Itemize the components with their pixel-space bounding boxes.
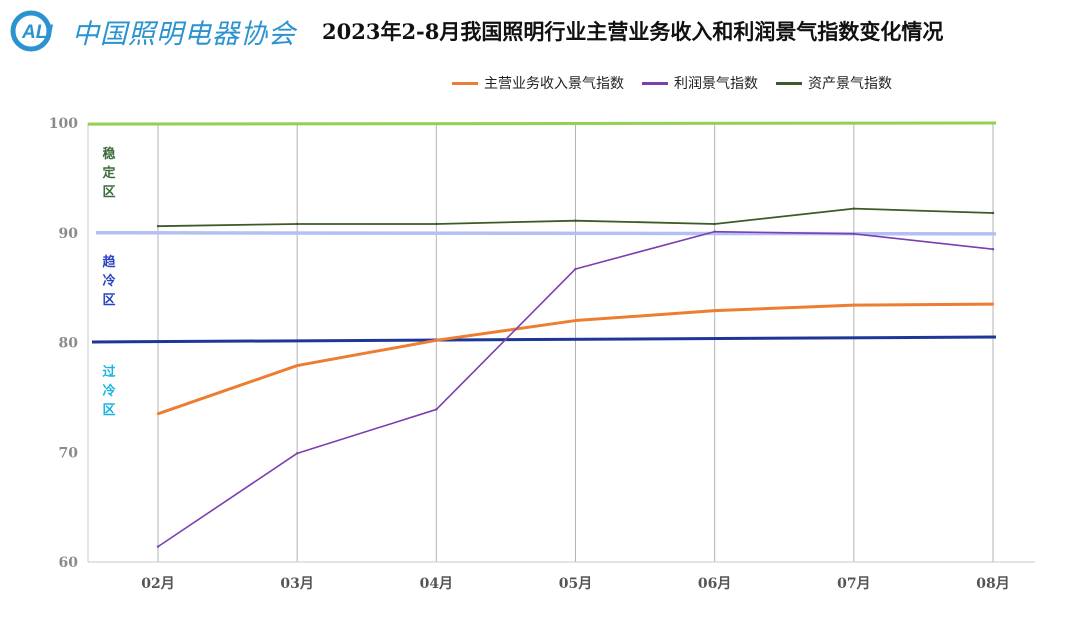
legend-label-profit: 利润景气指数	[674, 76, 758, 92]
y-tick-label-100: 100	[49, 116, 78, 132]
zone-label-1-0: 趋	[102, 254, 116, 270]
zone-label-2-2: 区	[102, 403, 115, 418]
legend-swatch-profit	[642, 81, 668, 85]
series-1-point-4	[713, 230, 716, 233]
series-1-point-2	[435, 408, 438, 411]
series-1-point-1	[295, 452, 299, 455]
x-tick-label-5: 07月	[837, 576, 870, 592]
reference-line-80	[91, 335, 997, 344]
y-tick-label-90: 90	[59, 226, 79, 242]
zone-label-0-2: 区	[102, 185, 115, 200]
legend-item-assets: 资产景气指数	[776, 73, 892, 93]
series-0-point-6	[991, 302, 995, 306]
y-tick-label-60: 60	[59, 555, 79, 571]
series-1-point-6	[991, 248, 995, 251]
series-2-point-5	[852, 207, 856, 210]
zone-label-0-1: 定	[101, 165, 115, 181]
legend-item-revenue: 主营业务收入景气指数	[452, 73, 624, 93]
chart-legend: 主营业务收入景气指数 利润景气指数 资产景气指数	[452, 72, 892, 94]
chart-title: 2023年2-8月我国照明行业主营业务收入和利润景气指数变化情况	[322, 19, 944, 44]
zone-label-1-2: 区	[102, 293, 115, 308]
series-2-point-1	[295, 222, 299, 226]
y-tick-label-80: 80	[59, 336, 79, 352]
logo-mark-text: ALI	[21, 22, 53, 43]
logo-name: 中国照明电器协会	[72, 18, 296, 50]
zone-label-2-0: 过	[102, 364, 115, 380]
series-0-point-4	[713, 309, 716, 312]
zone-label-0-0: 稳	[102, 146, 115, 162]
x-tick-label-2: 04月	[420, 576, 453, 592]
series-2-point-3	[574, 219, 577, 222]
reference-line-90	[95, 231, 997, 236]
series-0-point-1	[295, 364, 299, 367]
legend-swatch-revenue	[452, 81, 478, 85]
association-logo: ALI 中国照明电器协会	[10, 8, 310, 54]
x-tick-label-1: 03月	[280, 576, 313, 592]
series-0-point-5	[852, 303, 856, 307]
y-tick-label-70: 70	[59, 445, 79, 461]
legend-label-assets: 资产景气指数	[808, 76, 892, 92]
zone-label-2-1: 冷	[102, 383, 115, 399]
series-0-point-0	[156, 412, 160, 416]
logo-mark: ALI	[10, 10, 66, 52]
series-1-point-3	[574, 267, 577, 271]
x-tick-label-3: 05月	[559, 576, 592, 592]
series-2-point-0	[156, 224, 160, 228]
x-tick-label-4: 06月	[698, 576, 731, 592]
legend-label-revenue: 主营业务收入景气指数	[484, 76, 624, 92]
series-0-point-3	[574, 319, 577, 322]
x-tick-label-0: 02月	[141, 576, 174, 592]
series-1-point-5	[852, 232, 856, 236]
series-1-point-0	[156, 545, 160, 548]
series-2-point-6	[991, 211, 995, 215]
series-0-point-2	[435, 339, 438, 342]
legend-swatch-assets	[776, 81, 802, 85]
x-tick-label-6: 08月	[976, 576, 1009, 592]
series-2-point-4	[713, 222, 716, 226]
zone-label-1-1: 冷	[102, 273, 115, 289]
reference-line-100	[87, 121, 997, 126]
series-2-point-2	[435, 222, 438, 226]
legend-item-profit: 利润景气指数	[642, 73, 758, 93]
